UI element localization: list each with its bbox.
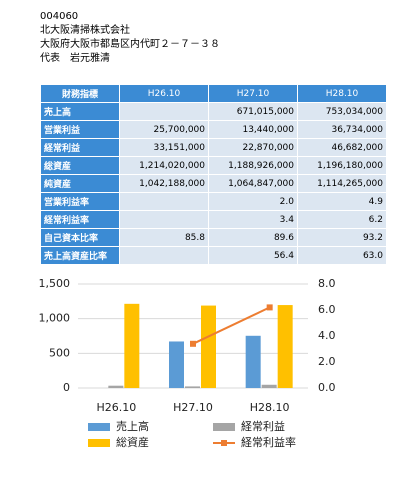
cell: 56.4 xyxy=(208,246,298,265)
y2-tick-label: 6.0 xyxy=(318,303,336,316)
cell: 93.2 xyxy=(297,228,387,247)
table-row: 経常利益率 3.4 6.2 xyxy=(40,210,387,229)
y2-tick-label: 0.0 xyxy=(318,381,336,394)
row-label: 営業利益 xyxy=(40,120,120,139)
cell: 36,734,000 xyxy=(297,120,387,139)
cell: 63.0 xyxy=(297,246,387,265)
y-tick-label: 500 xyxy=(49,346,70,359)
column-header: H28.10 xyxy=(297,84,387,103)
cell: 1,114,265,000 xyxy=(297,174,387,193)
column-header: 財務指標 xyxy=(40,84,120,103)
cell: 13,440,000 xyxy=(208,120,298,139)
x-tick-label: H27.10 xyxy=(173,401,213,414)
cell: 1,214,020,000 xyxy=(119,156,209,175)
legend-label: 売上高 xyxy=(116,419,149,433)
column-header: H26.10 xyxy=(119,84,209,103)
bar xyxy=(245,335,261,388)
bar xyxy=(201,305,216,388)
row-label: 総資産 xyxy=(40,156,120,175)
y-tick-label: 1,500 xyxy=(39,277,71,290)
table-row: 売上高資産比率 56.4 63.0 xyxy=(40,246,387,265)
line xyxy=(192,306,271,345)
cell xyxy=(119,192,209,211)
table-row: 自己資本比率 85.8 89.6 93.2 xyxy=(40,228,387,247)
cell: 25,700,000 xyxy=(119,120,209,139)
cell xyxy=(119,246,209,265)
marker xyxy=(190,340,196,347)
cell: 671,015,000 xyxy=(208,102,298,121)
bar xyxy=(169,341,184,388)
y2-tick-label: 2.0 xyxy=(318,355,336,368)
cell: 89.6 xyxy=(208,228,298,247)
legend-swatch xyxy=(213,423,235,431)
legend-swatch xyxy=(88,423,110,431)
legend-label: 総資産 xyxy=(116,435,149,449)
table-row: 売上高 671,015,000 753,034,000 xyxy=(40,102,387,121)
row-label: 純資産 xyxy=(40,174,120,193)
code: 004060 xyxy=(40,11,79,22)
row-label: 経常利益 xyxy=(40,138,120,157)
row-label: 経常利益率 xyxy=(40,210,120,229)
row-label: 自己資本比率 xyxy=(40,228,120,247)
row-label: 売上高資産比率 xyxy=(40,246,120,265)
cell: 1,042,188,000 xyxy=(119,174,209,193)
cell: 1,196,180,000 xyxy=(297,156,387,175)
company: 北大阪清掃株式会社 xyxy=(40,25,130,36)
cell: 33,151,000 xyxy=(119,138,209,157)
address: 大阪府大阪市都島区内代町２－７－３８ xyxy=(40,39,220,50)
bar xyxy=(185,386,200,388)
bar xyxy=(261,384,277,388)
cell: 3.4 xyxy=(208,210,298,229)
table-row: 総資産 1,214,020,000 1,188,926,000 1,196,180,0… xyxy=(40,156,387,175)
legend-swatch xyxy=(221,440,227,446)
cell: 46,682,000 xyxy=(297,138,387,157)
row-label: 営業利益率 xyxy=(40,192,120,211)
legend-label: 経常利益率 xyxy=(241,435,296,449)
y-tick-label: 1,000 xyxy=(39,312,71,325)
cell: 2.0 xyxy=(208,192,298,211)
cell: 85.8 xyxy=(119,228,209,247)
x-tick-label: H28.10 xyxy=(250,401,290,414)
table-row: 営業利益率 2.0 4.9 xyxy=(40,192,387,211)
column-header: H27.10 xyxy=(208,84,298,103)
cell: 6.2 xyxy=(297,210,387,229)
y2-tick-label: 4.0 xyxy=(318,329,336,342)
cell: 1,064,847,000 xyxy=(208,174,298,193)
bar xyxy=(124,303,140,388)
table-row: 営業利益 25,700,000 13,440,000 36,734,000 xyxy=(40,120,387,139)
marker xyxy=(266,304,273,311)
table-row: 純資産 1,042,188,000 1,064,847,000 1,114,265,0… xyxy=(40,174,387,193)
bar xyxy=(108,385,124,388)
cell: 1,188,926,000 xyxy=(208,156,298,175)
cell: 22,870,000 xyxy=(208,138,298,157)
row-label: 売上高 xyxy=(40,102,120,121)
y2-tick-label: 8.0 xyxy=(318,277,336,290)
cell: 753,034,000 xyxy=(297,102,387,121)
cell: 4.9 xyxy=(297,192,387,211)
bar xyxy=(277,305,293,388)
cell xyxy=(119,102,209,121)
representative: 代表 岩元雅清 xyxy=(40,53,110,64)
header: 004060 北大阪清掃株式会社 大阪府大阪市都島区内代町２－７－３８ 代表 岩… xyxy=(40,10,220,66)
header-row: 財務指標 H26.10 H27.10 H28.10 xyxy=(40,84,387,103)
y-tick-label: 0 xyxy=(63,381,70,394)
finance-table: 財務指標 H26.10 H27.10 H28.10 売上高 671,015,000 753,… xyxy=(40,84,387,265)
chart: 0 500 1,000 1,500 0.0 2.0 4.0 6.0 8.0 H26.10 H27.1… xyxy=(39,277,336,449)
x-tick-label: H26.10 xyxy=(96,401,136,414)
legend-swatch xyxy=(88,439,110,447)
legend-label: 経常利益 xyxy=(241,419,285,433)
cell xyxy=(119,210,209,229)
table-row: 経常利益 33,151,000 22,870,000 46,682,000 xyxy=(40,138,387,157)
